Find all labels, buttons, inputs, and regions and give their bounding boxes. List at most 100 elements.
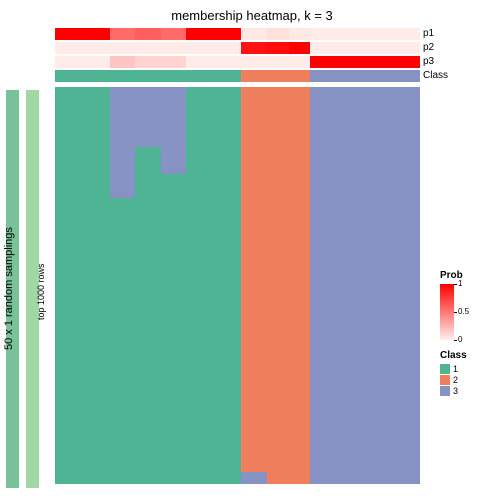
class-cell — [267, 70, 289, 82]
legend-class-item: 1 — [440, 364, 467, 374]
anno-cell — [267, 42, 289, 54]
anno-cell — [391, 56, 420, 68]
heat-cell — [135, 87, 161, 147]
anno-cell — [310, 42, 365, 54]
anno-cell — [110, 42, 136, 54]
anno-cell — [289, 56, 311, 68]
chart-area: p1 p2 p3 Class — [55, 28, 420, 488]
anno-cell — [267, 28, 289, 40]
legend-class-label: 1 — [453, 364, 458, 374]
class-row-label: Class — [420, 70, 448, 81]
class-cell — [289, 70, 311, 82]
anno-cell — [161, 28, 187, 40]
anno-cell — [110, 56, 136, 68]
class-cell — [55, 70, 110, 82]
heat-cell — [289, 87, 311, 484]
heat-col — [110, 87, 136, 484]
anno-cell — [161, 56, 187, 68]
legend-class-item: 3 — [440, 386, 467, 396]
class-cell — [310, 70, 365, 82]
heat-col — [289, 87, 311, 484]
legend-swatch — [440, 364, 450, 374]
class-cell — [186, 70, 241, 82]
anno-cell — [135, 42, 161, 54]
heat-cell — [161, 174, 187, 484]
heat-cell — [110, 198, 136, 484]
anno-cell — [135, 56, 161, 68]
heat-cell — [241, 87, 267, 472]
heat-cell — [110, 87, 136, 198]
heat-cell — [310, 87, 365, 484]
legend-swatch — [440, 375, 450, 385]
anno-cell — [186, 42, 241, 54]
heat-cell — [365, 87, 391, 484]
anno-cell — [55, 28, 110, 40]
legend-class-title: Class — [440, 350, 467, 361]
heat-col — [241, 87, 267, 484]
class-row: Class — [55, 70, 420, 82]
class-cell — [241, 70, 267, 82]
heat-cell — [135, 147, 161, 484]
chart-title: membership heatmap, k = 3 — [0, 8, 504, 23]
annotation-rows: p1 p2 p3 — [55, 28, 420, 68]
heat-col — [161, 87, 187, 484]
legend-class: Class 123 — [440, 350, 467, 397]
anno-cell — [186, 28, 241, 40]
sidebar-outer-label: 50 x 1 random samplings — [3, 227, 15, 350]
anno-row-p1: p1 — [55, 28, 420, 40]
prob-tick: 0.5 — [458, 307, 469, 316]
anno-cell — [55, 42, 110, 54]
anno-cell — [241, 42, 267, 54]
anno-cell — [365, 28, 391, 40]
heat-col — [186, 87, 241, 484]
heat-cell — [267, 87, 289, 484]
heat-col — [310, 87, 365, 484]
heat-col — [55, 87, 110, 484]
heat-cell — [241, 472, 267, 484]
anno-cell — [186, 56, 241, 68]
anno-cell — [55, 56, 110, 68]
anno-cell — [110, 28, 136, 40]
legend-class-item: 2 — [440, 375, 467, 385]
heat-cell — [391, 87, 420, 484]
legend-class-label: 2 — [453, 375, 458, 385]
legend-class-items: 123 — [440, 364, 467, 396]
legend-class-label: 3 — [453, 386, 458, 396]
legend-prob: Prob 10.50 — [440, 270, 463, 340]
heat-cell — [161, 87, 187, 174]
class-cell — [110, 70, 136, 82]
sidebar-inner-label: top 1000 rows — [36, 263, 46, 320]
anno-cell — [365, 56, 391, 68]
anno-cell — [391, 42, 420, 54]
anno-cell — [310, 56, 365, 68]
anno-cell — [135, 28, 161, 40]
class-cell — [391, 70, 420, 82]
heatmap-body — [55, 87, 420, 484]
heat-col — [365, 87, 391, 484]
anno-cell — [267, 56, 289, 68]
heat-col — [391, 87, 420, 484]
anno-cell — [241, 28, 267, 40]
anno-label: p3 — [420, 56, 434, 67]
prob-tick: 0 — [458, 335, 462, 344]
class-cell — [161, 70, 187, 82]
prob-tick: 1 — [458, 279, 462, 288]
class-cell — [135, 70, 161, 82]
heat-cell — [55, 87, 110, 484]
anno-cell — [310, 28, 365, 40]
anno-cell — [241, 56, 267, 68]
anno-cell — [365, 42, 391, 54]
heat-col — [267, 87, 289, 484]
anno-cell — [289, 42, 311, 54]
anno-label: p2 — [420, 42, 434, 53]
anno-cell — [161, 42, 187, 54]
anno-row-p2: p2 — [55, 42, 420, 54]
anno-label: p1 — [420, 28, 434, 39]
legend-swatch — [440, 386, 450, 396]
anno-cell — [391, 28, 420, 40]
anno-cell — [289, 28, 311, 40]
class-cell — [365, 70, 391, 82]
anno-row-p3: p3 — [55, 56, 420, 68]
heat-col — [135, 87, 161, 484]
heat-cell — [186, 87, 241, 484]
